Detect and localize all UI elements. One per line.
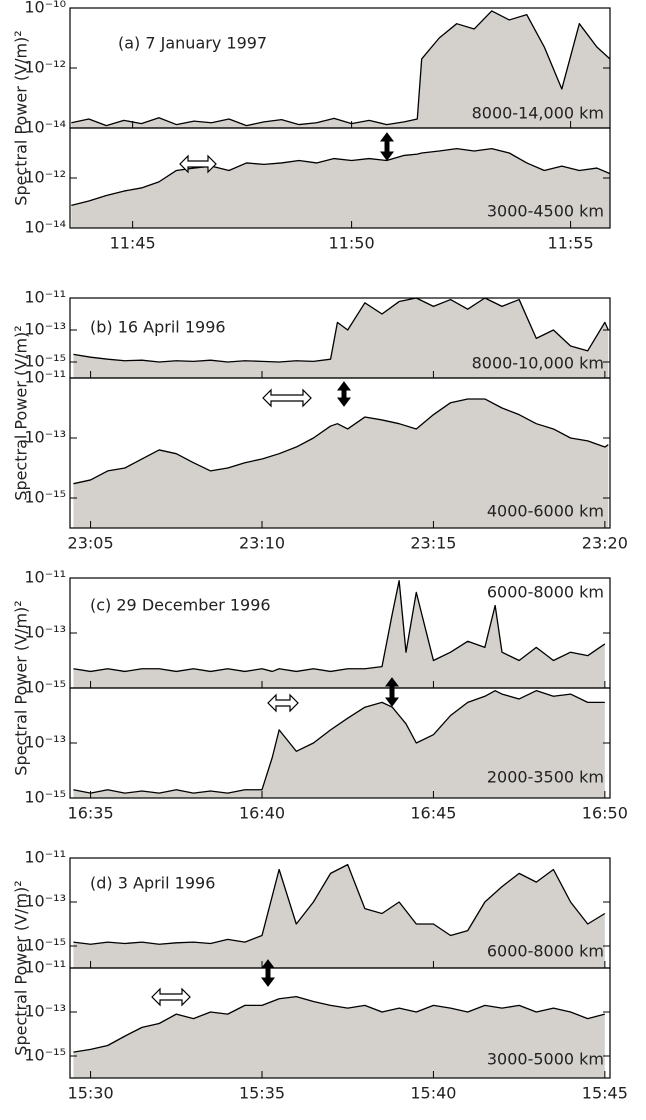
y-tick-label: 10⁻¹⁵ (24, 488, 66, 507)
altitude-label: 8000-10,000 km (472, 354, 604, 373)
power-line (73, 297, 609, 363)
y-tick-label: 10⁻¹⁵ (24, 678, 66, 697)
x-tick-label: 11:50 (329, 234, 375, 253)
power-area (73, 996, 605, 1078)
x-tick-label: 23:20 (582, 534, 628, 553)
x-tick-label: 16:50 (582, 804, 628, 823)
y-tick-label: 10⁻¹⁴ (24, 218, 66, 237)
onset-arrow (380, 132, 394, 161)
event-annotation: (c) 29 December 1996 (90, 596, 271, 615)
x-tick-label: 15:45 (582, 1084, 628, 1103)
onset-arrow (337, 381, 351, 407)
onset-arrow (385, 677, 399, 707)
y-axis-label: Spectral Power (V/m)² (12, 880, 31, 1055)
power-area (73, 298, 609, 378)
x-tick-label: 23:15 (410, 534, 456, 553)
y-tick-label: 10⁻¹¹ (24, 568, 66, 587)
y-axis-label: Spectral Power (V/m)² (12, 30, 31, 205)
power-line (73, 863, 606, 945)
x-tick-label: 23:05 (68, 534, 114, 553)
altitude-label: 2000-3500 km (487, 768, 604, 787)
y-tick-label: 10⁻¹³ (24, 892, 66, 911)
y-tick-label: 10⁻¹³ (24, 1002, 66, 1021)
altitude-label: 3000-4500 km (487, 202, 604, 221)
power-area (71, 10, 610, 128)
power-line (73, 995, 606, 1053)
power-line (73, 398, 609, 485)
time-interval-arrow (262, 388, 312, 408)
x-tick-label: 11:45 (110, 234, 156, 253)
y-tick-label: 10⁻¹³ (24, 733, 66, 752)
altitude-label: 6000-8000 km (487, 583, 604, 602)
y-tick-label: 10⁻¹¹ (24, 848, 66, 867)
x-tick-label: 15:40 (410, 1084, 456, 1103)
power-line (71, 147, 611, 207)
event-annotation: (d) 3 April 1996 (90, 874, 215, 893)
y-tick-label: 10⁻¹³ (24, 623, 66, 642)
x-tick-label: 15:35 (239, 1084, 285, 1103)
y-tick-label: 10⁻¹⁵ (24, 1046, 66, 1065)
power-area (71, 148, 610, 228)
panel-frame (69, 377, 611, 529)
y-tick-label: 10⁻¹¹ (24, 958, 66, 977)
power-line (73, 580, 606, 673)
y-tick-label: 10⁻¹¹ (24, 288, 66, 307)
event-annotation: (b) 16 April 1996 (90, 318, 226, 337)
y-tick-label: 10⁻¹⁵ (24, 788, 66, 807)
altitude-label: 3000-5000 km (487, 1050, 604, 1069)
time-interval-arrow (179, 154, 217, 174)
power-area (73, 398, 609, 528)
x-tick-label: 16:35 (68, 804, 114, 823)
altitude-label: 8000-14,000 km (472, 104, 604, 123)
altitude-label: 6000-8000 km (487, 942, 604, 961)
y-tick-label: 10⁻¹⁴ (24, 118, 66, 137)
x-tick-label: 15:30 (68, 1084, 114, 1103)
power-area (73, 690, 605, 798)
time-interval-arrow (267, 693, 299, 713)
power-area (73, 580, 605, 688)
x-tick-label: 23:10 (239, 534, 285, 553)
x-tick-label: 11:55 (548, 234, 594, 253)
y-tick-label: 10⁻¹² (24, 168, 66, 187)
onset-arrow (261, 959, 275, 987)
y-axis-label: Spectral Power (V/m)² (12, 600, 31, 775)
y-tick-label: 10⁻¹² (24, 58, 66, 77)
y-tick-label: 10⁻¹³ (24, 428, 66, 447)
y-axis-label: Spectral Power (V/m)² (12, 325, 31, 500)
y-tick-label: 10⁻¹⁵ (24, 936, 66, 955)
time-interval-arrow (151, 987, 191, 1007)
power-area (73, 864, 605, 968)
y-tick-label: 10⁻¹³ (24, 320, 66, 339)
x-tick-label: 16:45 (410, 804, 456, 823)
y-tick-label: 10⁻¹¹ (24, 368, 66, 387)
event-annotation: (a) 7 January 1997 (118, 34, 267, 53)
power-line (73, 690, 605, 794)
x-tick-label: 16:40 (239, 804, 285, 823)
y-tick-label: 10⁻¹⁰ (24, 0, 66, 17)
altitude-label: 4000-6000 km (487, 502, 604, 521)
y-tick-label: 10⁻¹⁵ (24, 352, 66, 371)
plots: 10⁻¹⁴ 10⁻¹² 10⁻¹⁰ 8000-14,000 km 10⁻¹⁴ 10⁻¹² 3… (12, 0, 628, 1103)
panel-frame (69, 967, 611, 1079)
